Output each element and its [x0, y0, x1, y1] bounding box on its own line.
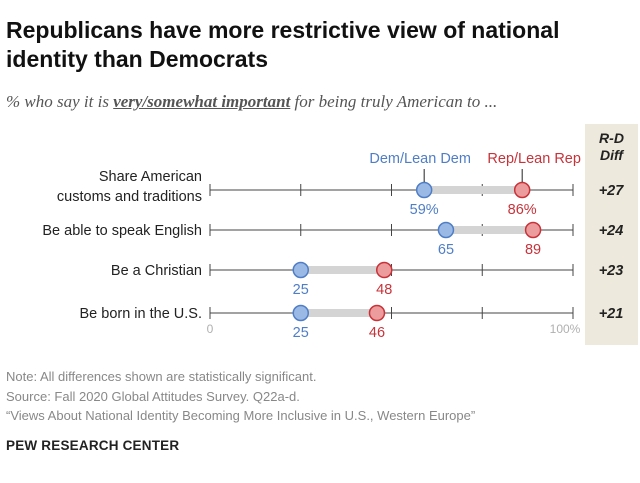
connector-bar: [300, 309, 377, 317]
axis-label-min: 0: [207, 322, 214, 336]
diff-value: +27: [599, 183, 625, 199]
connector-bar: [424, 186, 523, 194]
report-title-note: “Views About National Identity Becoming …: [6, 408, 476, 423]
connector-bar: [445, 226, 534, 234]
category-label: Be able to speak English: [42, 223, 202, 239]
dem-value-label: 25: [293, 325, 309, 341]
diff-value: +23: [599, 263, 624, 279]
rep-dot: [524, 221, 542, 239]
rep-dot: [368, 304, 386, 322]
category-label: Be a Christian: [111, 263, 202, 279]
rep-value-label: 89: [525, 242, 541, 258]
dem-dot: [292, 261, 309, 279]
dem-dot: [415, 181, 433, 199]
pew-logo-text: PEW RESEARCH CENTER: [6, 438, 180, 453]
category-label: customs and traditions: [57, 189, 202, 205]
category-label: Be born in the U.S.: [79, 306, 202, 322]
rep-value-label: 86%: [508, 202, 537, 218]
chart-subtitle: % who say it is very/somewhat important …: [6, 92, 636, 112]
subtitle-suffix: for being truly American to ...: [290, 92, 498, 111]
dem-dot: [437, 221, 455, 239]
category-label: Share American: [99, 169, 202, 185]
dem-value-label: 65: [438, 242, 454, 258]
legend-dem: Dem/Lean Dem: [369, 151, 471, 167]
dem-value-label: 25: [293, 282, 309, 298]
subtitle-emphasis: very/somewhat important: [113, 92, 291, 111]
diff-value: +21: [599, 306, 624, 322]
connector-bar: [300, 266, 385, 274]
rep-dot: [375, 261, 393, 279]
diff-value: +24: [599, 223, 624, 239]
diff-panel: [585, 124, 638, 345]
legend-rep: Rep/Lean Rep: [487, 151, 581, 167]
chart-title: Republicans have more restrictive view o…: [6, 17, 560, 72]
axis-label-max: 100%: [550, 322, 581, 336]
rep-value-label: 48: [376, 282, 392, 298]
subtitle-prefix: % who say it is: [6, 92, 114, 111]
rep-dot: [513, 181, 531, 199]
footnote: Note: All differences shown are statisti…: [6, 369, 317, 384]
source-note: Source: Fall 2020 Global Attitudes Surve…: [6, 389, 300, 404]
diff-header-line2: Diff: [599, 147, 624, 163]
diff-header-line1: R-D: [599, 130, 624, 146]
dot-plot: Share American customs and traditions 59% 8…: [42, 151, 625, 341]
dem-dot: [292, 304, 309, 322]
rep-value-label: 46: [369, 325, 385, 341]
dem-value-label: 59%: [410, 202, 439, 218]
diff-header: R-D Diff: [585, 130, 638, 164]
